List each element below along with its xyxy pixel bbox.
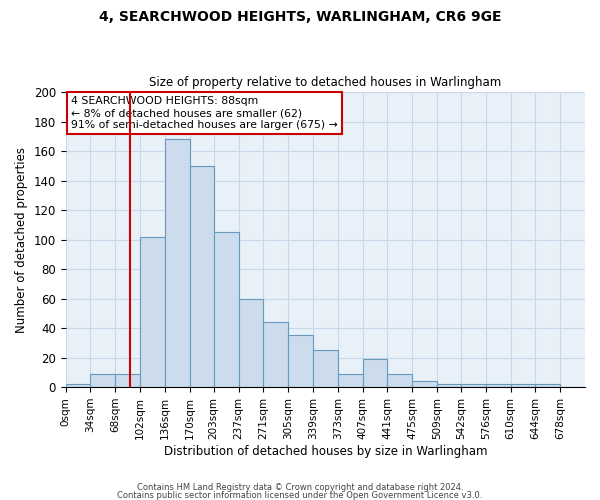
Bar [288, 336, 313, 387]
Bar [511, 384, 535, 387]
Bar [362, 359, 388, 387]
Bar [338, 374, 362, 387]
Bar [263, 322, 288, 387]
Text: Contains HM Land Registry data © Crown copyright and database right 2024.: Contains HM Land Registry data © Crown c… [137, 484, 463, 492]
Bar [412, 381, 437, 387]
Bar [91, 374, 115, 387]
Text: Contains public sector information licensed under the Open Government Licence v3: Contains public sector information licen… [118, 490, 482, 500]
Bar [313, 350, 338, 387]
X-axis label: Distribution of detached houses by size in Warlingham: Distribution of detached houses by size … [164, 444, 487, 458]
Bar [388, 374, 412, 387]
Bar [65, 384, 91, 387]
Bar [165, 140, 190, 387]
Bar [535, 384, 560, 387]
Y-axis label: Number of detached properties: Number of detached properties [15, 146, 28, 332]
Bar [437, 384, 461, 387]
Bar [461, 384, 486, 387]
Bar [239, 298, 263, 387]
Bar [486, 384, 511, 387]
Title: Size of property relative to detached houses in Warlingham: Size of property relative to detached ho… [149, 76, 502, 90]
Bar [214, 232, 239, 387]
Bar [140, 236, 165, 387]
Text: 4 SEARCHWOOD HEIGHTS: 88sqm
← 8% of detached houses are smaller (62)
91% of semi: 4 SEARCHWOOD HEIGHTS: 88sqm ← 8% of deta… [71, 96, 338, 130]
Text: 4, SEARCHWOOD HEIGHTS, WARLINGHAM, CR6 9GE: 4, SEARCHWOOD HEIGHTS, WARLINGHAM, CR6 9… [99, 10, 501, 24]
Bar [115, 374, 140, 387]
Bar [190, 166, 214, 387]
